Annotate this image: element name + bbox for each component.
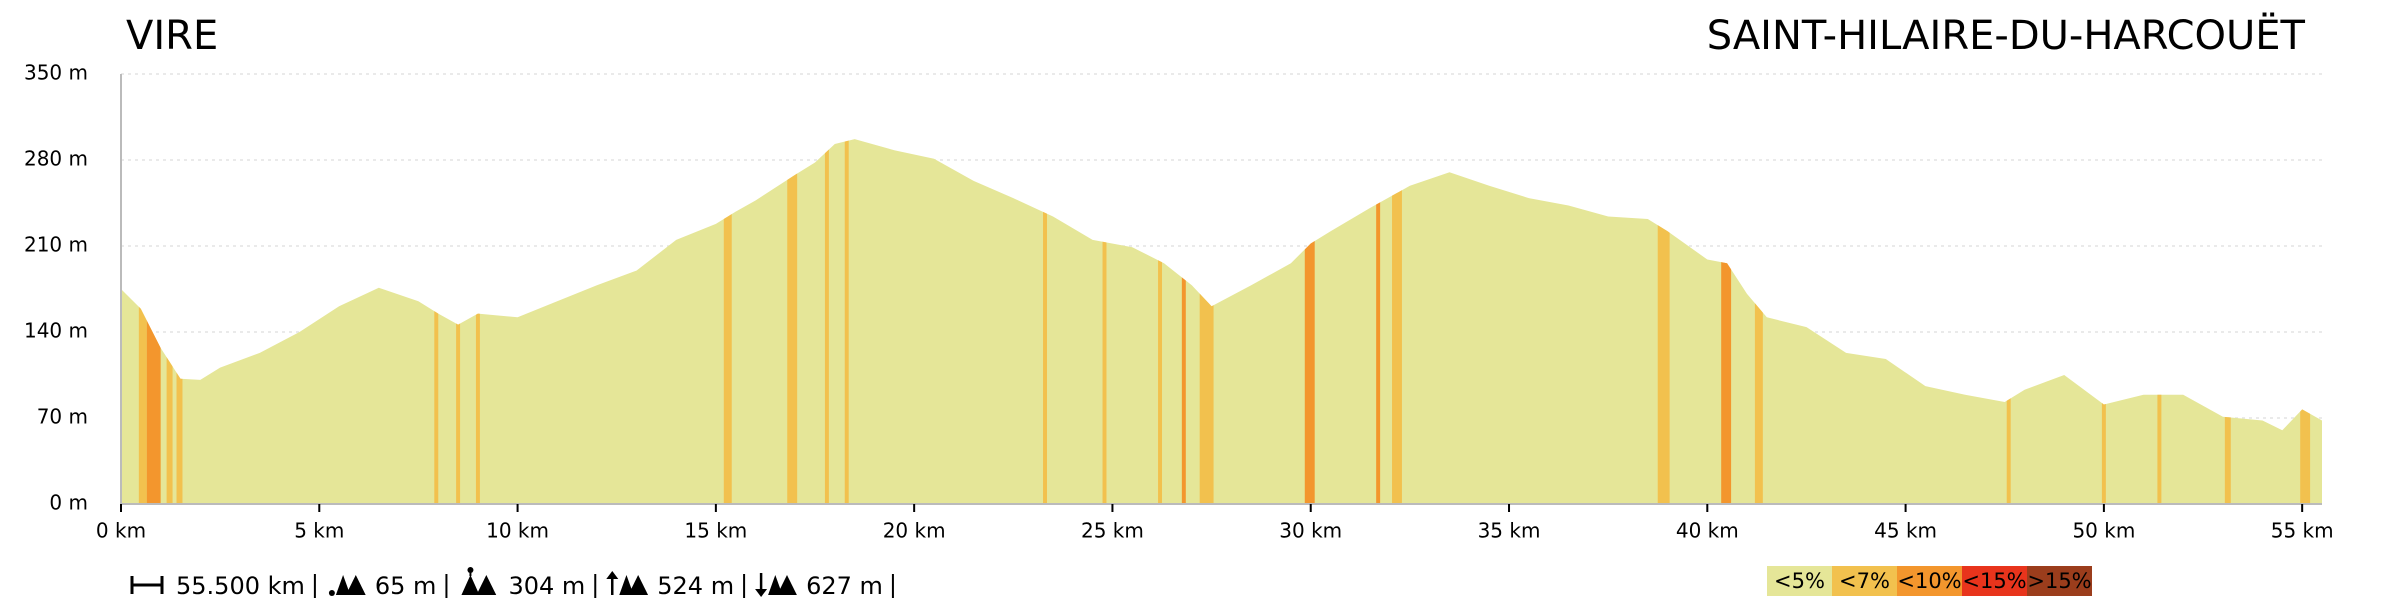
legend-swatch <box>1897 566 1962 596</box>
x-tick-label: 35 km <box>1478 519 1541 543</box>
stat-value: 304 m <box>508 572 585 600</box>
grade-stripe <box>1657 139 1670 504</box>
y-tick-label: 0 m <box>49 491 88 515</box>
grade-stripe <box>824 139 829 504</box>
grade-stripe <box>475 139 480 504</box>
legend-label: <7% <box>1839 569 1890 593</box>
icon-mountain <box>461 575 480 595</box>
x-tick-label: 10 km <box>486 519 549 543</box>
grade-stripe <box>456 139 461 504</box>
stat-icon-descent <box>755 573 797 597</box>
grade-stripe <box>723 139 732 504</box>
icon-mountain <box>345 575 366 595</box>
grade-stripe <box>2157 139 2162 504</box>
title-start: VIRE <box>126 13 218 59</box>
icon-mountain <box>777 575 797 595</box>
grade-stripe <box>787 139 798 504</box>
icon-dot <box>328 590 335 596</box>
title-end: SAINT-HILAIRE-DU-HARCOUËT <box>1707 11 2306 59</box>
x-tick-label: 5 km <box>294 519 344 543</box>
y-tick-label: 70 m <box>37 405 88 429</box>
x-tick-label: 15 km <box>684 519 747 543</box>
stat-value: 524 m <box>657 572 734 600</box>
legend-label: <15% <box>1962 569 2026 593</box>
grade-stripe <box>1754 139 1763 504</box>
icon-mountain <box>768 575 783 595</box>
legend-swatch <box>1832 566 1897 596</box>
grade-stripe <box>2300 139 2311 504</box>
grade-stripe <box>434 139 439 504</box>
y-tick-label: 210 m <box>24 233 88 257</box>
stat-value: 55.500 km <box>176 572 305 600</box>
x-tick-label: 50 km <box>2072 519 2135 543</box>
icon-arrow-head <box>606 571 619 579</box>
y-tick-label: 280 m <box>24 147 88 171</box>
stat-icon-min <box>328 575 366 596</box>
stat-icon-ascent <box>606 571 649 595</box>
x-tick-label: 25 km <box>1081 519 1144 543</box>
grade-stripe <box>146 139 161 504</box>
grade-stripe <box>138 139 147 504</box>
x-tick-label: 55 km <box>2271 519 2334 543</box>
stat-icon-max <box>461 567 497 595</box>
grade-stripe <box>844 139 849 504</box>
grade-stripe <box>2101 139 2106 504</box>
icon-mountain <box>335 575 351 595</box>
legend-label: <10% <box>1897 569 1961 593</box>
grade-stripe <box>1721 139 1732 504</box>
x-tick-label: 45 km <box>1874 519 1937 543</box>
legend-swatch <box>1962 566 2027 596</box>
icon-dot <box>467 567 474 573</box>
y-tick-label: 350 m <box>24 61 88 85</box>
icon-mountain <box>628 575 649 595</box>
grade-stripe <box>166 139 173 504</box>
icon-arrow-head <box>755 589 768 597</box>
grade-stripe <box>1158 139 1163 504</box>
grade-stripe <box>1304 139 1315 504</box>
grade-stripe <box>1376 139 1381 504</box>
grade-stripe <box>1102 139 1107 504</box>
x-tick-label: 40 km <box>1676 519 1739 543</box>
grade-stripe <box>1043 139 1048 504</box>
stat-value: 65 m <box>375 572 437 600</box>
legend-label: <5% <box>1774 569 1825 593</box>
legend-swatch <box>2027 566 2092 596</box>
grade-stripe <box>1392 139 1402 504</box>
legend-label: >15% <box>2027 569 2091 593</box>
elevation-area <box>121 139 2322 504</box>
grade-stripe <box>2006 139 2011 504</box>
icon-mountain <box>476 575 497 595</box>
x-tick-label: 0 km <box>96 519 146 543</box>
y-tick-label: 140 m <box>24 319 88 343</box>
stat-icon-distance <box>130 576 164 594</box>
icon-mountain <box>619 575 634 595</box>
x-tick-label: 30 km <box>1279 519 1342 543</box>
grade-stripe <box>1181 139 1186 504</box>
legend-swatch <box>1767 566 1832 596</box>
x-tick-label: 20 km <box>883 519 946 543</box>
grade-stripe <box>2224 139 2231 504</box>
grade-stripe <box>1199 139 1214 504</box>
stat-value: 627 m <box>806 572 883 600</box>
grade-stripe <box>176 139 183 504</box>
